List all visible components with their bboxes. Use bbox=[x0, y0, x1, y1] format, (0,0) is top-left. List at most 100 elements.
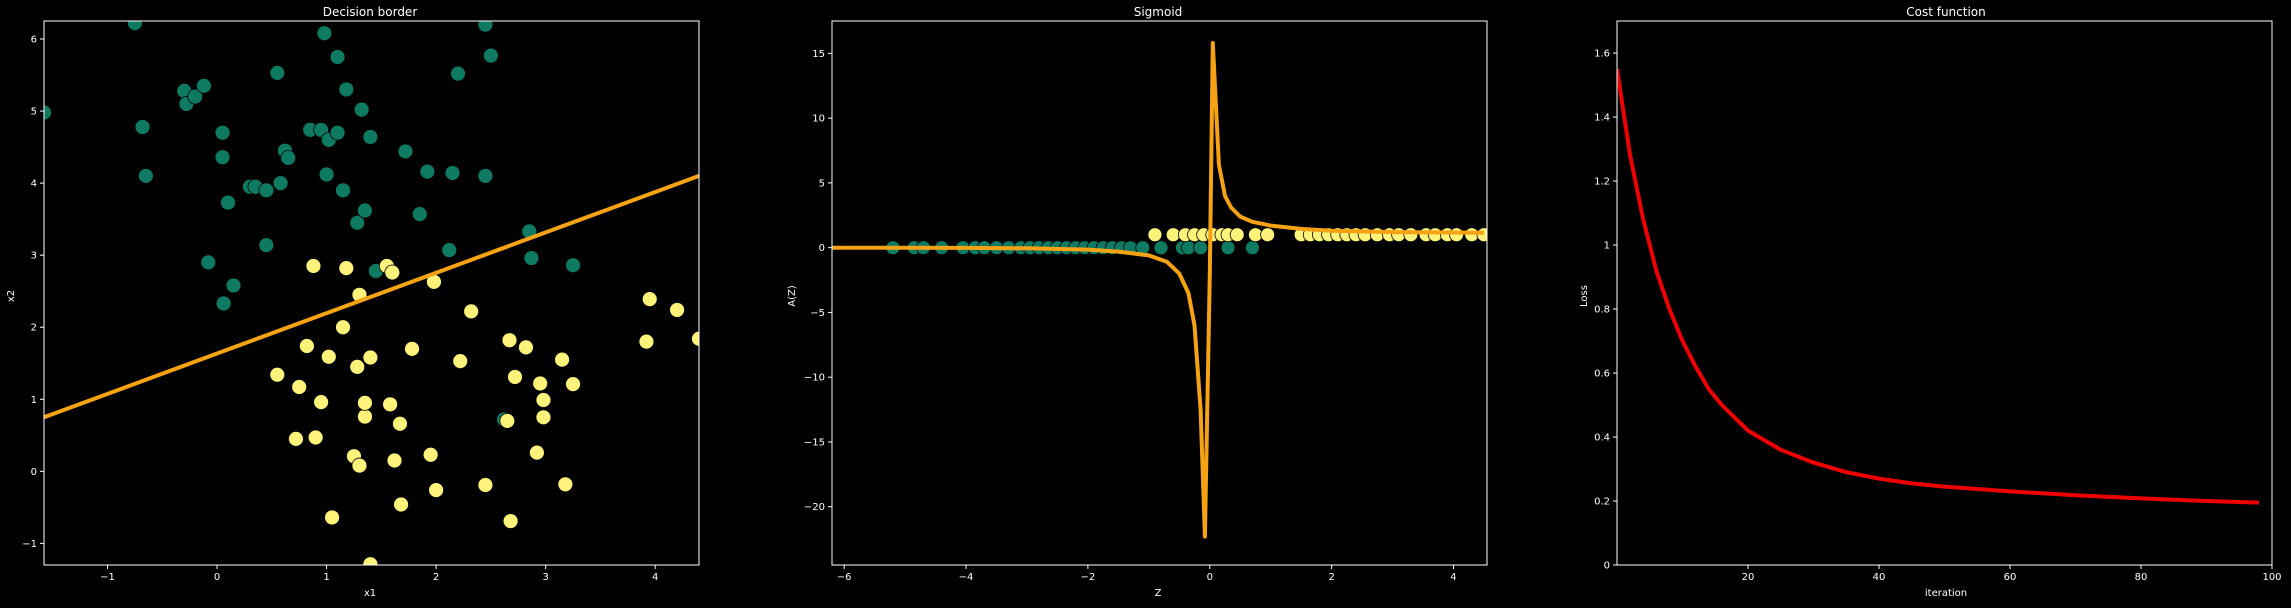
sigmoid-class-0-point bbox=[1245, 240, 1260, 256]
decision-border-ytick-label: 3 bbox=[31, 251, 37, 262]
class-0-point bbox=[137, 168, 154, 184]
class-1-point bbox=[669, 302, 685, 318]
class-1-point bbox=[351, 457, 368, 474]
sigmoid-xtick-label: 0 bbox=[1207, 572, 1213, 583]
decision-border-ytick-label: 1 bbox=[31, 395, 37, 406]
class-0-point bbox=[187, 88, 204, 105]
decision-border-xtick-label: 1 bbox=[323, 572, 329, 583]
class-0-point bbox=[225, 277, 242, 294]
class-1-point bbox=[393, 496, 409, 513]
sigmoid-xlabel: Z bbox=[1155, 588, 1162, 599]
cost-function-ytick-label: 1.4 bbox=[1594, 113, 1610, 124]
class-0-point bbox=[272, 175, 289, 192]
decision-border-ytick-label: 5 bbox=[31, 107, 37, 118]
sigmoid-ytick-label: 10 bbox=[812, 114, 825, 125]
class-1-point bbox=[357, 408, 373, 425]
sigmoid-panel: Sigmoid Z A(Z) −6 −4 −2 0 2 4−20−15−10−505101… bbox=[787, 5, 1488, 599]
class-1-point bbox=[535, 392, 552, 408]
class-1-point bbox=[518, 339, 534, 356]
cost-function-ytick-label: 0.8 bbox=[1594, 305, 1610, 316]
class-0-point bbox=[196, 77, 212, 94]
cost-function-ylabel: Loss bbox=[1579, 285, 1590, 307]
class-1-point bbox=[691, 330, 699, 347]
sigmoid-xtick-label: 2 bbox=[1328, 572, 1334, 583]
sigmoid-class-0-point bbox=[1153, 240, 1169, 256]
decision-border-xtick-label: 3 bbox=[542, 572, 548, 583]
class-0-point bbox=[565, 257, 581, 274]
decision-border-ytick-label: −1 bbox=[22, 539, 37, 550]
class-1-point bbox=[386, 452, 403, 469]
decision-border-xtick-label: −1 bbox=[100, 572, 115, 583]
class-1-point bbox=[565, 376, 581, 393]
sigmoid-ytick-label: 5 bbox=[819, 178, 825, 189]
class-1-point bbox=[499, 412, 516, 429]
sigmoid-class-1-point bbox=[1147, 227, 1163, 243]
class-0-point bbox=[214, 149, 231, 166]
class-0-point bbox=[44, 104, 52, 121]
class-0-point bbox=[441, 242, 458, 259]
decision-border-marks bbox=[44, 21, 699, 565]
class-1-point bbox=[452, 353, 469, 369]
decision-border-xtick-label: 0 bbox=[214, 572, 220, 583]
class-1-point bbox=[362, 556, 379, 565]
class-0-point bbox=[411, 206, 428, 223]
class-1-point bbox=[477, 477, 494, 493]
sigmoid-class-0-point bbox=[1193, 240, 1209, 256]
sigmoid-xtick-label: −2 bbox=[1081, 572, 1096, 583]
sigmoid-curve bbox=[832, 41, 1485, 539]
decision-border-xtick-label: 2 bbox=[433, 572, 439, 583]
loss-curve bbox=[1617, 68, 2259, 505]
decision-border-xtick-label: 4 bbox=[652, 572, 658, 583]
class-1-point bbox=[335, 319, 351, 336]
decision-border-ytick-label: 6 bbox=[31, 35, 37, 46]
cost-function-ytick-label: 0.6 bbox=[1594, 369, 1610, 380]
class-1-point bbox=[528, 444, 545, 461]
class-0-point bbox=[280, 150, 297, 166]
cost-function-ytick-label: 1.2 bbox=[1594, 177, 1610, 188]
sigmoid-xtick-label: 4 bbox=[1450, 572, 1456, 583]
class-1-point bbox=[502, 513, 519, 529]
class-1-point bbox=[313, 394, 330, 411]
class-1-point bbox=[507, 369, 523, 385]
sigmoid-ytick-label: −15 bbox=[804, 437, 825, 448]
cost-function-xtick-label: 80 bbox=[2135, 572, 2148, 583]
sigmoid-ytick-label: −20 bbox=[804, 502, 825, 513]
class-1-point bbox=[535, 409, 552, 426]
class-1-point bbox=[362, 349, 379, 366]
class-0-point bbox=[220, 194, 236, 211]
sigmoid-class-1-point bbox=[1260, 227, 1276, 243]
decision-border-ytick-label: 2 bbox=[31, 323, 37, 334]
cost-function-xtick-label: 100 bbox=[2262, 572, 2281, 583]
class-0-point bbox=[477, 21, 494, 33]
class-1-point bbox=[404, 340, 420, 357]
sigmoid-class-1-point bbox=[1403, 227, 1419, 243]
class-1-point bbox=[422, 446, 439, 463]
class-0-point bbox=[477, 168, 494, 184]
class-1-point bbox=[349, 358, 366, 375]
class-0-point bbox=[258, 182, 275, 199]
class-1-point bbox=[357, 394, 373, 411]
sigmoid-class-1-point bbox=[1449, 227, 1464, 243]
class-0-point bbox=[134, 119, 151, 135]
decision-border-xlabel: x1 bbox=[364, 588, 376, 599]
class-0-point bbox=[329, 49, 346, 65]
sigmoid-ytick-label: 15 bbox=[812, 49, 825, 60]
cost-function-ytick-label: 0.2 bbox=[1594, 497, 1610, 508]
cost-function-plot-area: 20 40 60 80 100 0 0.2 0.4 0.6 0.8 1 1.2 1.4 1.6 bbox=[1594, 20, 2282, 583]
class-0-point bbox=[397, 143, 414, 160]
decision-border-plot-area: −1 0 1 2 3 4 −1 0 1 2 3 4 5 6 bbox=[22, 20, 700, 583]
cost-function-xtick-label: 60 bbox=[2004, 572, 2017, 583]
cost-function-xlabel: iteration bbox=[1925, 588, 1967, 599]
class-0-point bbox=[215, 295, 232, 312]
decision-border-frame bbox=[43, 20, 700, 566]
class-1-point bbox=[269, 366, 286, 383]
class-0-point bbox=[335, 182, 351, 199]
class-1-point bbox=[288, 431, 304, 447]
cost-function-frame bbox=[1616, 20, 2273, 566]
class-0-point bbox=[523, 250, 540, 266]
class-1-point bbox=[324, 509, 340, 526]
decision-boundary-line bbox=[44, 174, 699, 420]
sigmoid-class-1-point bbox=[1229, 227, 1245, 243]
